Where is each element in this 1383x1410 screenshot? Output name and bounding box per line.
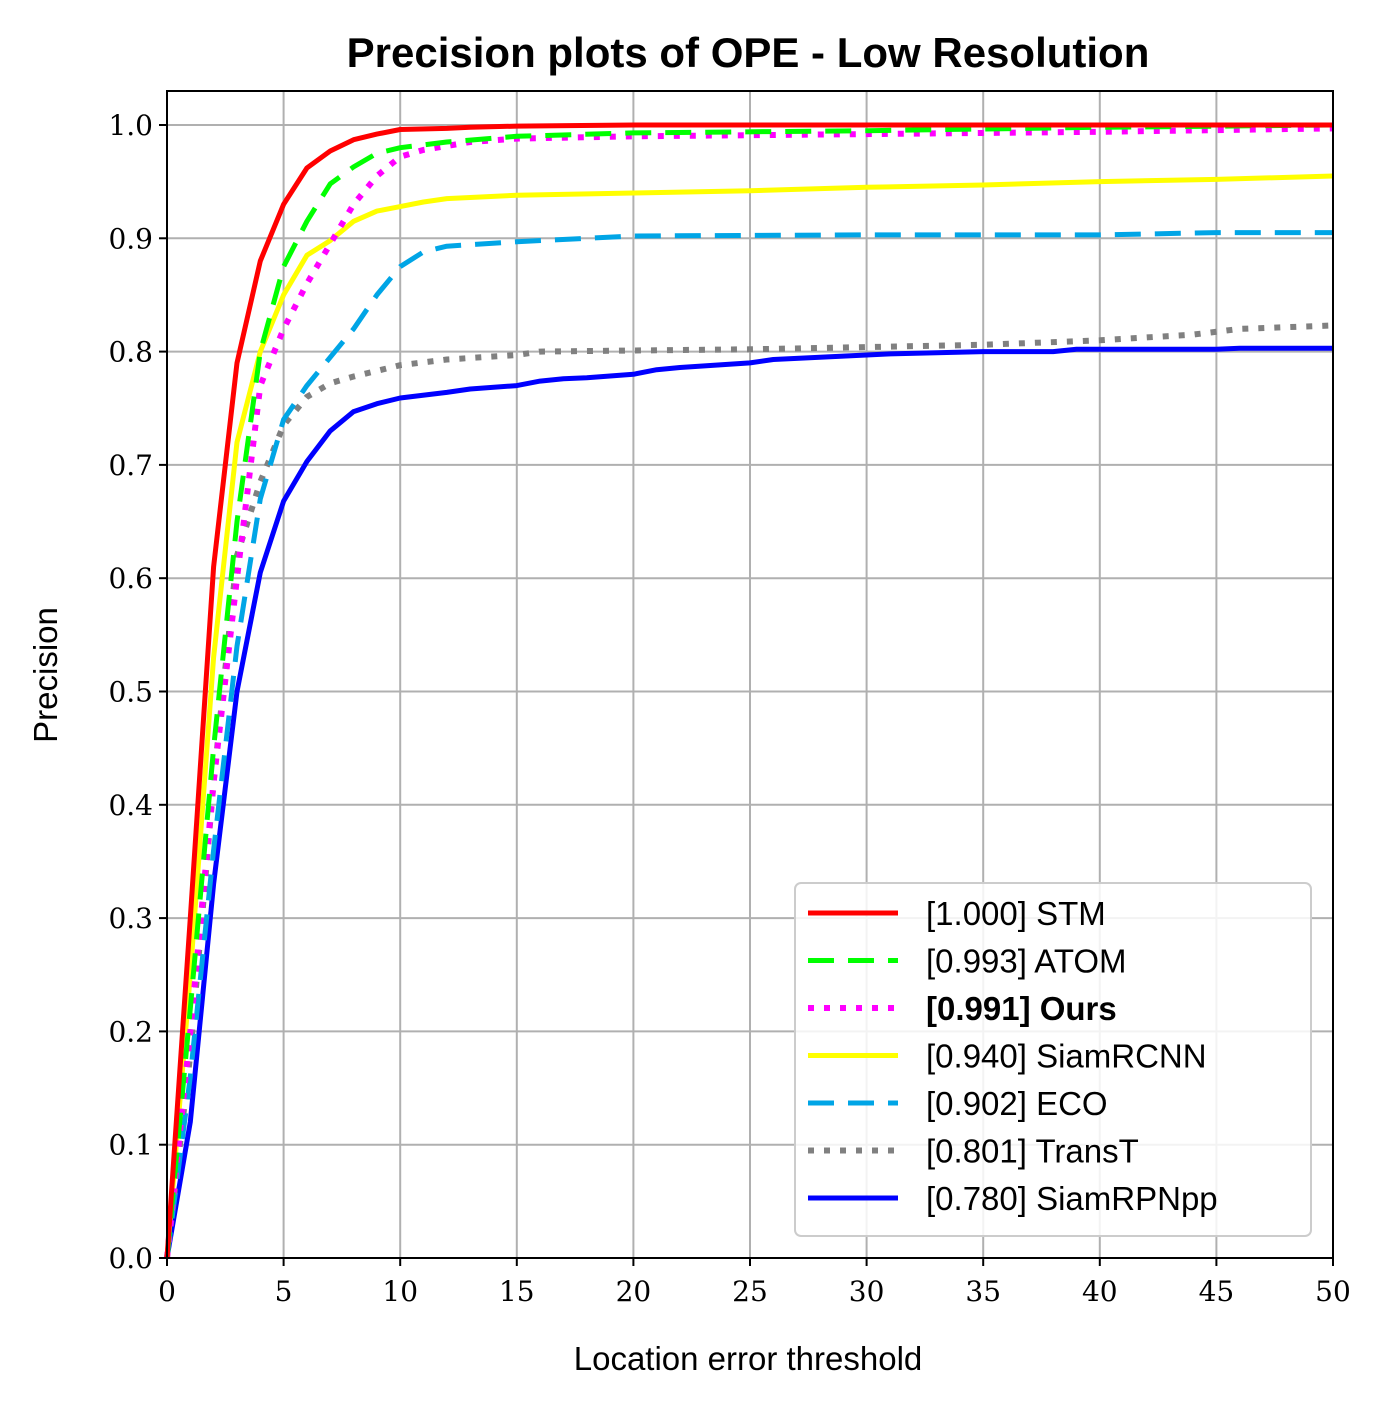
series-layer — [164, 122, 1334, 1259]
y-tick-label: 1.0 — [108, 109, 153, 142]
y-tick-label: 0.0 — [108, 1242, 153, 1275]
legend-label: [0.780] SiamRPNpp — [926, 1180, 1218, 1217]
x-tick-label: 35 — [965, 1275, 1001, 1308]
y-axis-label: Precision — [27, 607, 64, 743]
series-line — [164, 322, 1334, 1259]
legend-label: [0.902] ECO — [926, 1085, 1108, 1122]
series-line — [164, 122, 1333, 1259]
axis-ticks: 0 5 10 15 20 25 30 35 40 45 50 0.0 0.1 0.2 0.3 0.4 0.5 0.… — [108, 109, 1350, 1308]
x-tick-label: 30 — [849, 1275, 885, 1308]
x-tick-label: 10 — [382, 1275, 418, 1308]
x-axis-label: Location error threshold — [574, 1340, 923, 1377]
legend-label: [0.801] TransT — [926, 1133, 1139, 1170]
y-tick-label: 0.9 — [108, 222, 153, 255]
x-tick-label: 40 — [1082, 1275, 1118, 1308]
x-tick-label: 20 — [616, 1275, 652, 1308]
legend-box — [794, 882, 1312, 1237]
x-tick-label: 15 — [499, 1275, 535, 1308]
y-tick-label: 0.5 — [108, 675, 153, 708]
y-tick-label: 0.8 — [108, 336, 153, 369]
y-tick-label: 0.4 — [108, 789, 153, 822]
legend-label: [1.000] STM — [926, 895, 1106, 932]
series-line — [164, 173, 1334, 1259]
y-tick-label: 0.7 — [108, 449, 153, 482]
y-tick-label: 0.3 — [108, 902, 153, 935]
x-tick-label: 45 — [1199, 1275, 1235, 1308]
y-tick-label: 0.6 — [108, 562, 153, 595]
x-tick-label: 5 — [275, 1275, 293, 1308]
x-tick-label: 25 — [732, 1275, 768, 1308]
legend: [1.000] STM [0.993] ATOM [0.991] Ours [0.94… — [794, 882, 1312, 1237]
chart-title: Precision plots of OPE - Low Resolution — [347, 29, 1150, 76]
series-line — [164, 230, 1333, 1259]
legend-label: [0.993] ATOM — [926, 943, 1127, 980]
series-line — [164, 345, 1333, 1259]
x-tick-label: 50 — [1315, 1275, 1351, 1308]
legend-label: [0.940] SiamRCNN — [926, 1038, 1207, 1075]
x-tick-label: 0 — [158, 1275, 176, 1308]
y-tick-label: 0.2 — [108, 1015, 153, 1048]
y-tick-label: 0.1 — [108, 1129, 153, 1162]
legend-label: [0.991] Ours — [926, 990, 1117, 1027]
series-line — [164, 122, 1334, 1259]
